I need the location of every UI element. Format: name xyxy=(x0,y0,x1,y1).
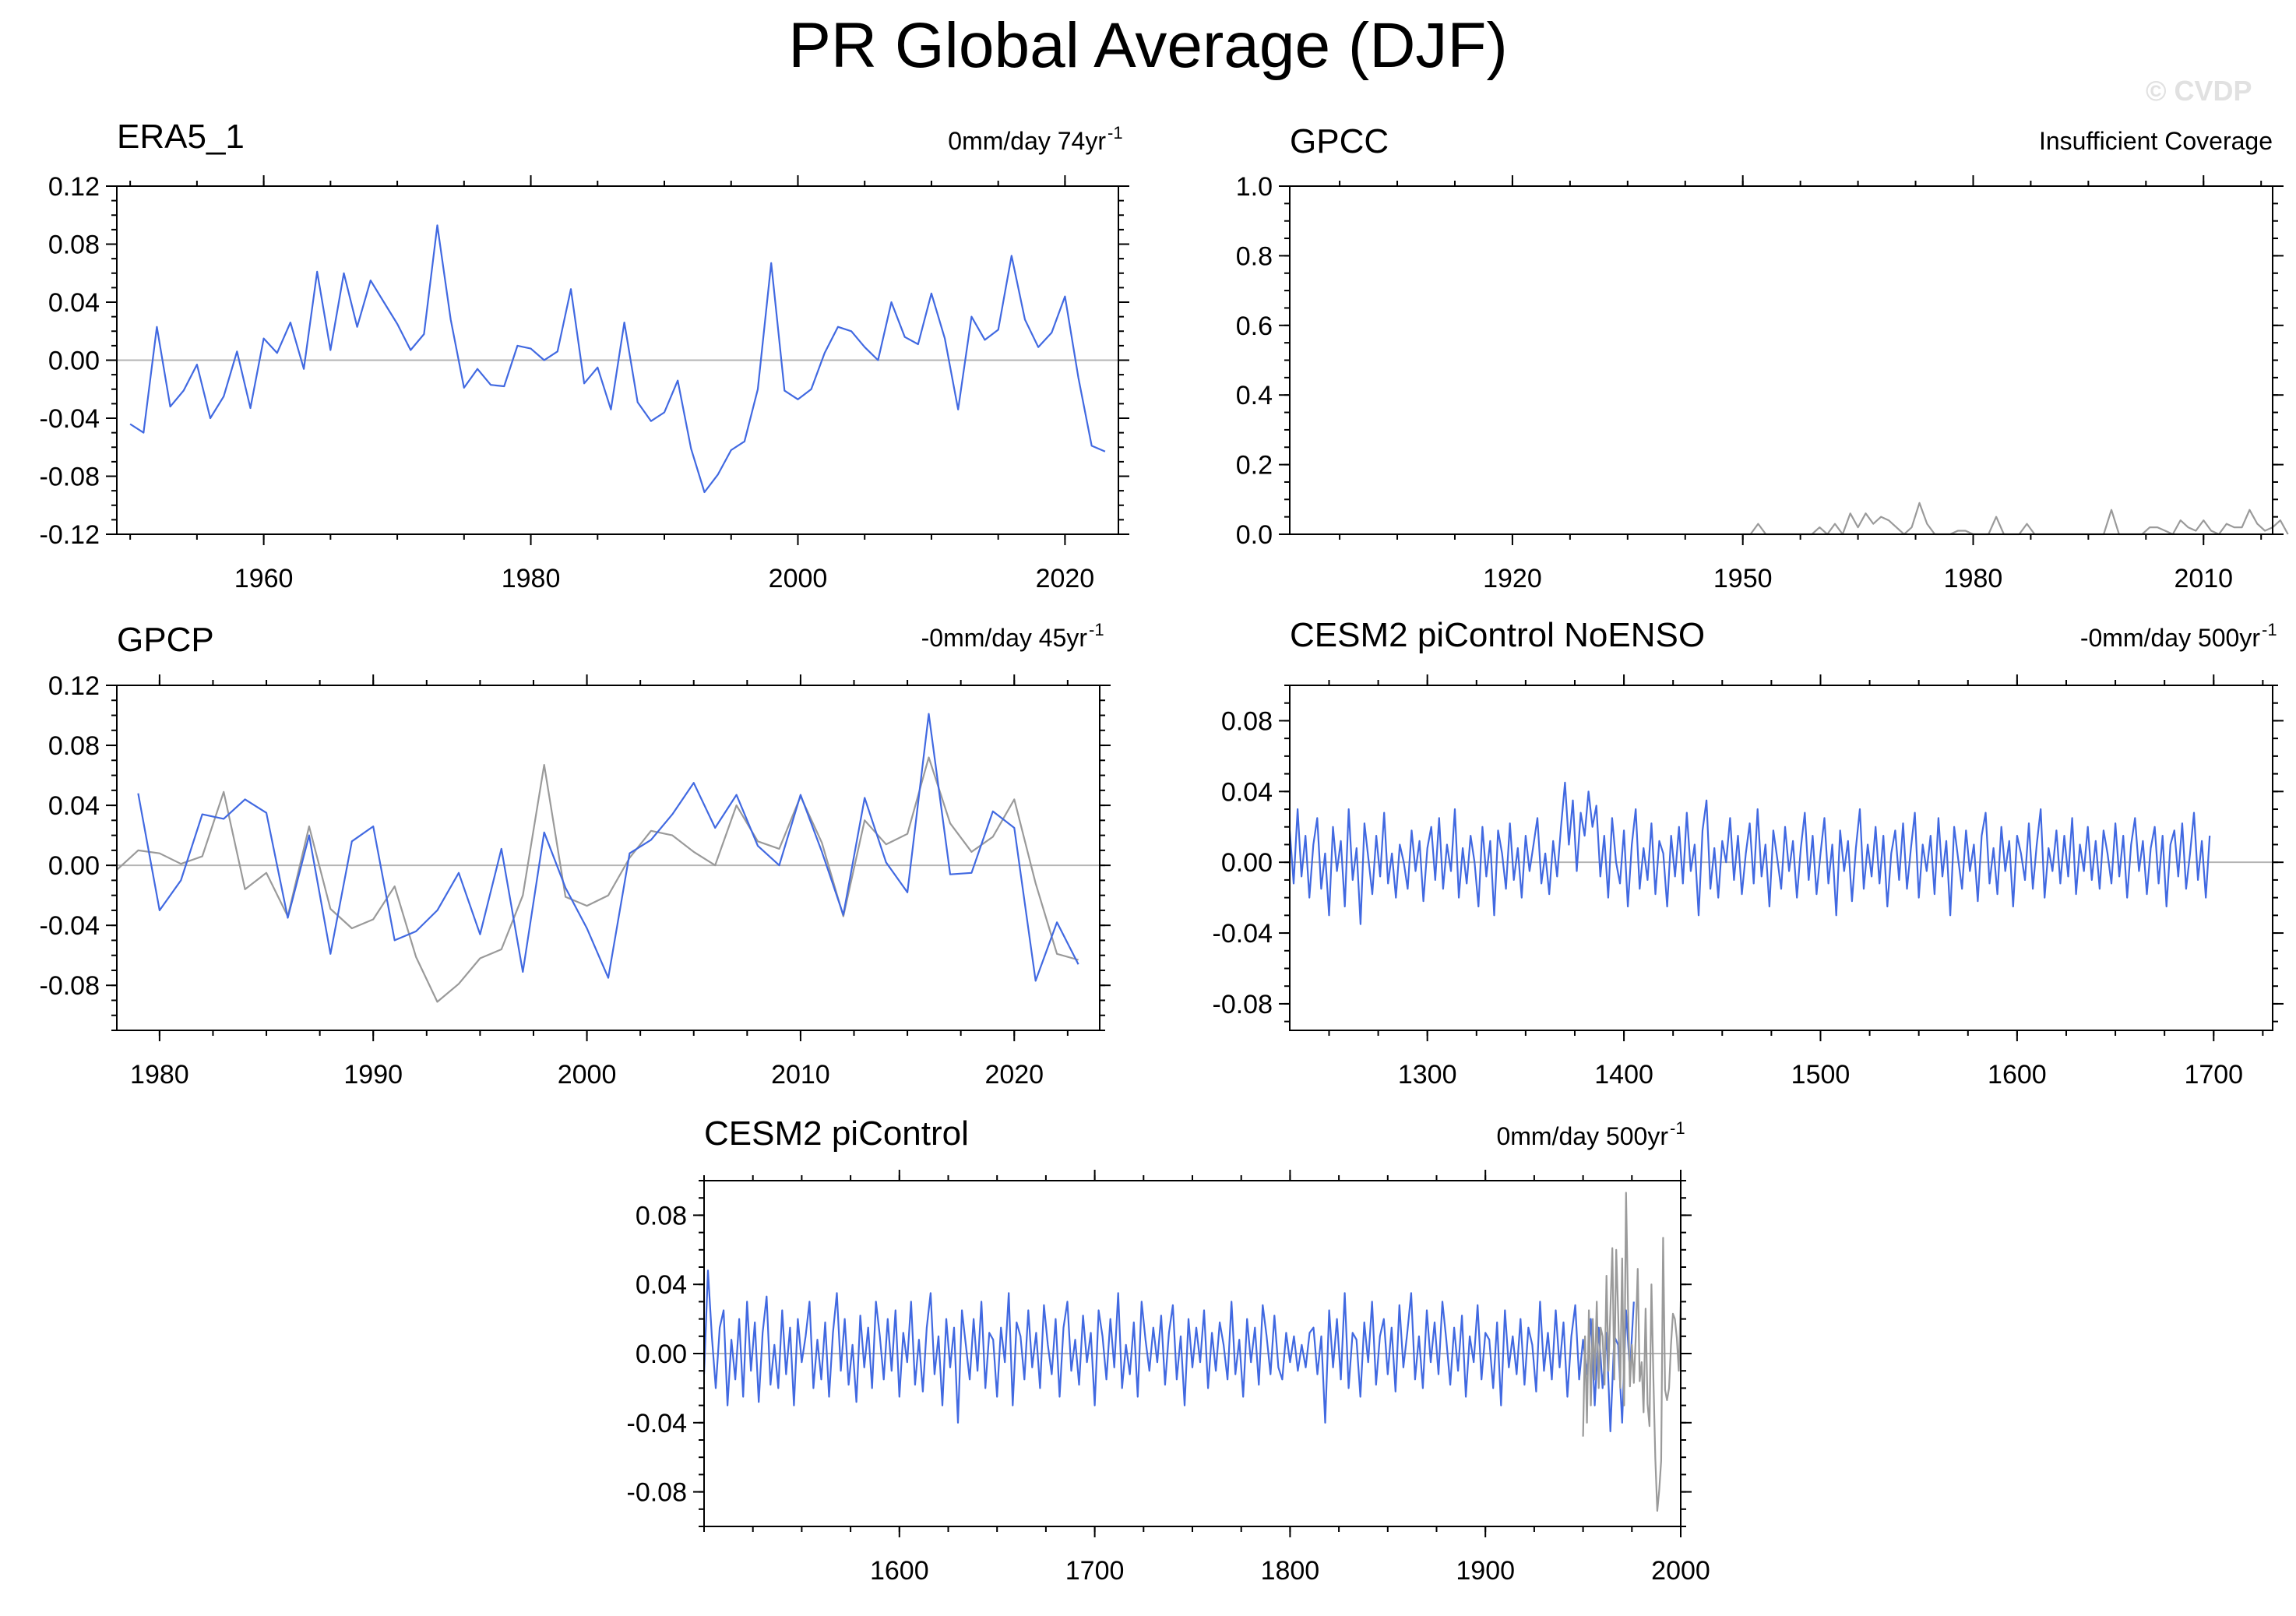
y-tick-label: -0.04 xyxy=(627,1409,688,1438)
x-tick-label: 1500 xyxy=(1791,1060,1851,1090)
x-tick-label: 1300 xyxy=(1398,1060,1457,1090)
y-tick-label: -0.08 xyxy=(40,463,100,492)
y-tick-label: 0.04 xyxy=(48,288,100,318)
y-tick-label: 0.00 xyxy=(636,1340,687,1369)
x-tick-label: 2000 xyxy=(769,564,828,593)
x-tick-label: 1700 xyxy=(2184,1060,2243,1090)
trend-label-exponent: -1 xyxy=(1108,123,1123,143)
x-tick-label: 2020 xyxy=(1036,564,1095,593)
trend-label-exponent: -1 xyxy=(1089,620,1104,639)
y-tick-label: 0.08 xyxy=(1221,706,1273,736)
y-tick-label: 0.4 xyxy=(1236,381,1273,410)
panel-picontrol: CESM2 piControl 0mm/day 500yr -1 0.08 0.04 0.… xyxy=(627,1114,1710,1586)
y-tick-label: 0.04 xyxy=(636,1270,687,1300)
x-tick-label: 1950 xyxy=(1713,564,1773,593)
trend-label: Insufficient Coverage xyxy=(2039,127,2273,155)
series-line-reference xyxy=(1742,502,2289,536)
y-tick-label: 0.0 xyxy=(1236,520,1273,550)
x-tick-label: 1980 xyxy=(502,564,561,593)
series-line-primary xyxy=(129,224,1106,494)
trend-label: 0mm/day 500yr xyxy=(1496,1122,1668,1150)
series-line-reference xyxy=(116,756,1079,1003)
y-tick-label: 0.12 xyxy=(48,172,100,202)
x-tick-label: 2020 xyxy=(984,1060,1044,1090)
y-tick-label: -0.12 xyxy=(40,520,100,550)
x-tick-label: 2000 xyxy=(1651,1556,1710,1586)
y-tick-label: 0.00 xyxy=(48,347,100,376)
series-line-reference xyxy=(1582,1192,1682,1512)
panel-title: CESM2 piControl xyxy=(704,1114,969,1153)
series-line-primary xyxy=(1288,781,2211,925)
y-tick-label: -0.04 xyxy=(40,911,100,941)
x-tick-label: 1990 xyxy=(343,1060,403,1090)
y-tick-label: 0.6 xyxy=(1236,312,1273,341)
x-tick-label: 1700 xyxy=(1065,1556,1125,1586)
y-tick-label: -0.04 xyxy=(40,404,100,434)
x-tick-label: 1920 xyxy=(1483,564,1542,593)
y-tick-label: 1.0 xyxy=(1236,172,1273,202)
y-tick-label: 0.12 xyxy=(48,671,100,701)
trend-label: 0mm/day 74yr xyxy=(948,127,1106,155)
panel-title: GPCC xyxy=(1290,122,1389,160)
page-title: PR Global Average (DJF) xyxy=(788,10,1508,81)
y-tick-label: -0.08 xyxy=(40,971,100,1001)
y-tick-label: 0.00 xyxy=(48,851,100,881)
plot-frame xyxy=(1289,185,2273,535)
x-tick-label: 1600 xyxy=(1988,1060,2047,1090)
x-tick-label: 1980 xyxy=(1944,564,2003,593)
x-tick-label: 1900 xyxy=(1456,1556,1515,1586)
x-tick-label: 1800 xyxy=(1261,1556,1320,1586)
x-tick-label: 1600 xyxy=(870,1556,929,1586)
plot-frame xyxy=(116,685,1100,1031)
x-tick-label: 2010 xyxy=(771,1060,830,1090)
x-tick-label: 1960 xyxy=(234,564,294,593)
y-tick-label: -0.08 xyxy=(627,1478,688,1508)
panel-gpcc: GPCC Insufficient Coverage 1.0 0.8 0.6 0.4 0.2… xyxy=(1236,122,2289,593)
series-line-primary xyxy=(137,713,1079,982)
y-tick-label: 0.08 xyxy=(48,231,100,260)
y-tick-label: 0.04 xyxy=(48,791,100,821)
x-tick-label: 2000 xyxy=(558,1060,617,1090)
y-tick-label: 0.04 xyxy=(1221,777,1273,807)
plot-frame xyxy=(1289,685,2273,1031)
panel-noenso: CESM2 piControl NoENSO -0mm/day 500yr -1 0.… xyxy=(1213,616,2284,1090)
panel-title: CESM2 piControl NoENSO xyxy=(1290,616,1705,654)
panel-title: GPCP xyxy=(117,621,214,659)
panel-gpcp: GPCP -0mm/day 45yr -1 0.12 0.08 0.04 0.00 -0.04… xyxy=(40,620,1111,1090)
series-line-primary xyxy=(703,1269,1635,1433)
y-tick-label: 0.08 xyxy=(48,731,100,761)
x-tick-label: 2010 xyxy=(2174,564,2233,593)
panel-title: ERA5_1 xyxy=(117,118,245,156)
y-tick-label: 0.08 xyxy=(636,1201,687,1230)
trend-label: -0mm/day 500yr xyxy=(2080,624,2261,652)
x-tick-label: 1400 xyxy=(1594,1060,1653,1090)
y-tick-label: -0.04 xyxy=(1213,919,1273,949)
y-tick-label: -0.08 xyxy=(1213,990,1273,1019)
x-tick-label: 1980 xyxy=(130,1060,189,1090)
trend-label: -0mm/day 45yr xyxy=(921,624,1088,652)
y-tick-label: 0.00 xyxy=(1221,848,1273,878)
trend-label-exponent: -1 xyxy=(1670,1118,1685,1138)
y-tick-label: 0.2 xyxy=(1236,451,1273,481)
watermark: © CVDP xyxy=(2146,75,2252,107)
y-tick-label: 0.8 xyxy=(1236,241,1273,271)
trend-label-exponent: -1 xyxy=(2262,620,2277,639)
panel-era5: ERA5_1 0mm/day 74yr -1 0.12 0.08 0.04 0.00 -0.0… xyxy=(40,118,1129,593)
